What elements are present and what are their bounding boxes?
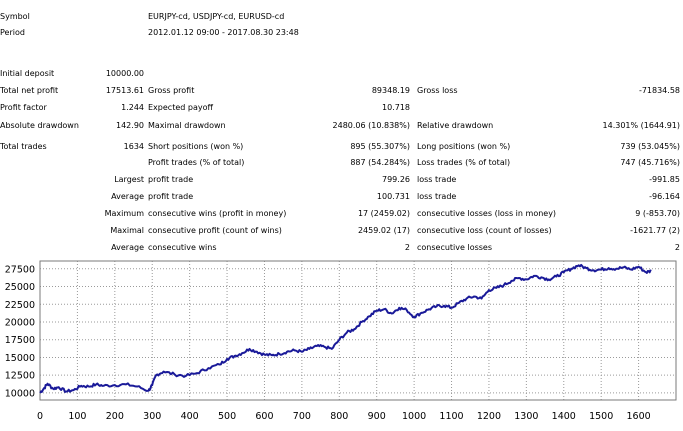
profit-factor-value: 1.244	[121, 103, 144, 112]
maximal-consec-profit-value: 2459.02 (17)	[357, 226, 410, 235]
x-tick-label: 1200	[477, 411, 501, 422]
y-tick-label: 27500	[5, 264, 35, 275]
x-tick-label: 800	[330, 411, 348, 422]
profit-trades-value: 887 (54.284%)	[350, 158, 410, 167]
average-loss-label: loss trade	[417, 192, 457, 201]
symbol-value: EURJPY-cd, USDJPY-cd, EURUSD-cd	[148, 12, 285, 21]
absolute-drawdown-value: 142.90	[116, 121, 144, 130]
x-tick-label: 100	[68, 411, 86, 422]
period-label: Period	[0, 28, 25, 37]
maximum-label: Maximum	[104, 209, 144, 218]
x-tick-label: 600	[255, 411, 273, 422]
symbol-label: Symbol	[0, 12, 30, 21]
average-profit-label: profit trade	[148, 192, 194, 201]
initial-deposit-label: Initial deposit	[0, 69, 55, 78]
maximal-drawdown-value: 2480.06 (10.838%)	[332, 121, 410, 130]
avg-consec-wins-label: consecutive wins	[148, 243, 217, 252]
average-label: Average	[111, 192, 144, 201]
total-trades-value: 1634	[123, 142, 144, 151]
x-tick-label: 700	[293, 411, 311, 422]
gross-loss-value: -71834.58	[638, 86, 680, 95]
relative-drawdown-label: Relative drawdown	[417, 121, 494, 130]
loss-trades-label: Loss trades (% of total)	[417, 158, 511, 167]
x-tick-label: 0	[37, 411, 43, 422]
largest-label: Largest	[114, 175, 144, 184]
y-tick-label: 22500	[5, 300, 35, 311]
x-tick-label: 400	[181, 411, 199, 422]
x-tick-label: 300	[143, 411, 161, 422]
period-value: 2012.01.12 09:00 - 2017.08.30 23:48	[148, 28, 299, 37]
x-tick-label: 1400	[552, 411, 576, 422]
y-tick-label: 12500	[5, 371, 35, 382]
max-consec-wins-value: 17 (2459.02)	[357, 209, 410, 218]
profit-trades-label: Profit trades (% of total)	[148, 158, 245, 167]
maximal-label: Maximal	[110, 226, 144, 235]
max-consec-wins-label: consecutive wins (profit in money)	[148, 209, 287, 218]
y-tick-label: 10000	[5, 388, 35, 399]
maximal-consec-loss-label: consecutive loss (count of losses)	[417, 226, 552, 235]
gross-loss-label: Gross loss	[417, 86, 458, 95]
profit-factor-label: Profit factor	[0, 103, 47, 112]
long-positions-value: 739 (53.045%)	[620, 142, 680, 151]
short-positions-label: Short positions (won %)	[148, 142, 244, 151]
average2-label: Average	[111, 243, 144, 252]
avg-consec-losses-value: 2	[674, 243, 680, 252]
largest-profit-label: profit trade	[148, 175, 194, 184]
short-positions-value: 895 (55.307%)	[350, 142, 410, 151]
largest-loss-label: loss trade	[417, 175, 457, 184]
x-tick-label: 1500	[589, 411, 613, 422]
max-consec-losses-label: consecutive losses (loss in money)	[417, 209, 557, 218]
average-profit-value: 100.731	[376, 192, 410, 201]
gross-profit-label: Gross profit	[148, 86, 195, 95]
maximal-consec-profit-label: consecutive profit (count of wins)	[148, 226, 282, 235]
relative-drawdown-value: 14.301% (1644.91)	[602, 121, 680, 130]
x-tick-label: 1300	[514, 411, 538, 422]
chart-frame	[39, 260, 677, 401]
x-tick-label: 500	[218, 411, 236, 422]
avg-consec-wins-value: 2	[404, 243, 410, 252]
largest-loss-value: -991.85	[649, 175, 680, 184]
expected-payoff-label: Expected payoff	[148, 103, 213, 112]
x-tick-label: 1600	[626, 411, 650, 422]
x-tick-label: 1100	[439, 411, 463, 422]
absolute-drawdown-label: Absolute drawdown	[0, 121, 79, 130]
balance-line	[39, 263, 652, 394]
x-tick-label: 200	[106, 411, 124, 422]
expected-payoff-value: 10.718	[382, 103, 410, 112]
total-trades-label: Total trades	[0, 142, 47, 151]
max-consec-losses-value: 9 (-853.70)	[635, 209, 680, 218]
total-net-profit-label: Total net profit	[0, 86, 59, 95]
y-tick-label: 25000	[5, 282, 35, 293]
x-tick-label: 1000	[402, 411, 426, 422]
maximal-consec-loss-value: -1621.77 (2)	[630, 226, 680, 235]
gross-profit-value: 89348.19	[371, 86, 410, 95]
initial-deposit-value: 10000.00	[105, 69, 144, 78]
maximal-drawdown-label: Maximal drawdown	[148, 121, 226, 130]
y-tick-label: 15000	[5, 353, 35, 364]
total-net-profit-value: 17513.61	[105, 86, 144, 95]
loss-trades-value: 747 (45.716%)	[620, 158, 680, 167]
avg-consec-losses-label: consecutive losses	[417, 243, 493, 252]
long-positions-label: Long positions (won %)	[417, 142, 511, 151]
x-tick-label: 900	[368, 411, 386, 422]
largest-profit-value: 799.26	[382, 175, 410, 184]
average-loss-value: -96.164	[649, 192, 680, 201]
y-tick-label: 17500	[5, 335, 35, 346]
y-tick-label: 20000	[5, 317, 35, 328]
